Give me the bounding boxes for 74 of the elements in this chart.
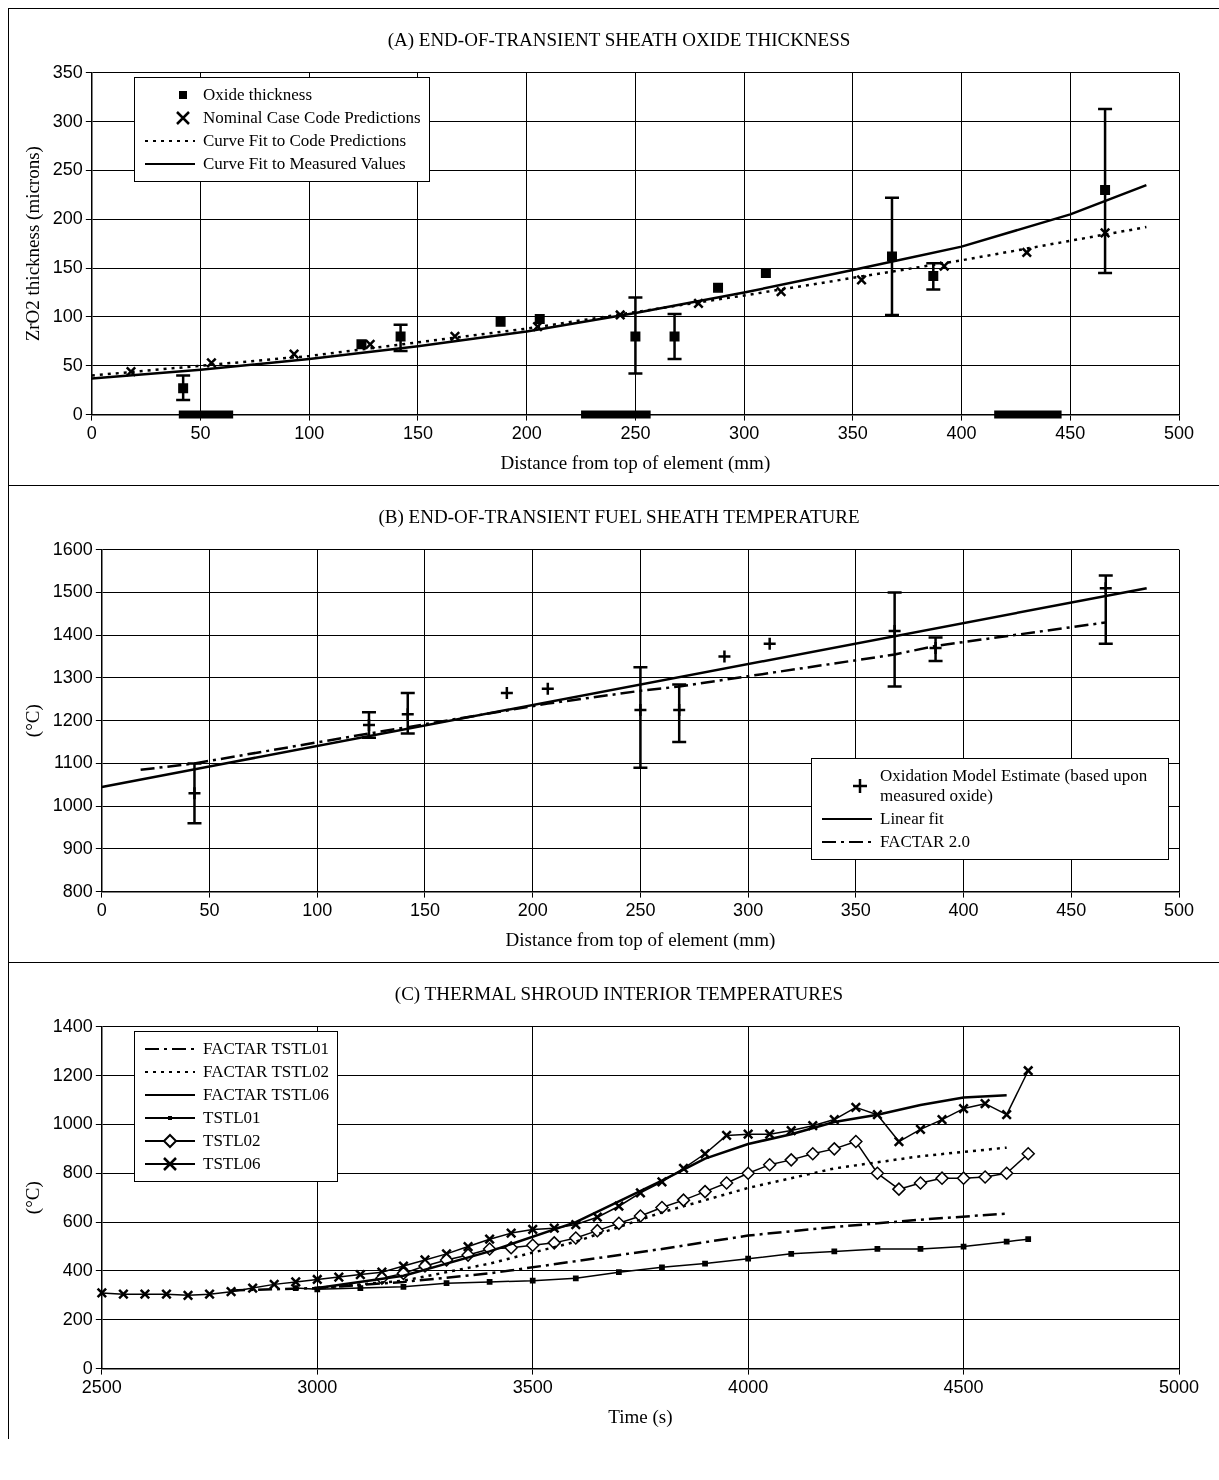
y-axis-title: ZrO2 thickness (microns) bbox=[22, 146, 45, 342]
x-tick-label: 400 bbox=[948, 900, 979, 921]
legend-label: FACTAR TSTL01 bbox=[203, 1039, 329, 1059]
y-tick-label: 1400 bbox=[52, 1015, 93, 1036]
y-tick-label: 1200 bbox=[52, 1064, 93, 1085]
y-tick-label: 300 bbox=[52, 110, 83, 131]
x-tick-label: 100 bbox=[294, 423, 325, 444]
x-tick-label: 5000 bbox=[1158, 1377, 1200, 1398]
y-tick-label: 0 bbox=[72, 403, 83, 424]
x-axis-title: Distance from top of element (mm) bbox=[505, 928, 776, 951]
y-tick-label: 800 bbox=[62, 880, 93, 901]
chart-title: (C) THERMAL SHROUD INTERIOR TEMPERATURES bbox=[393, 983, 845, 1005]
x-tick-label: 450 bbox=[1056, 900, 1087, 921]
x-tick-label: 100 bbox=[302, 900, 333, 921]
y-tick-label: 800 bbox=[62, 1162, 93, 1183]
y-tick-label: 50 bbox=[62, 354, 83, 375]
y-tick-label: 1600 bbox=[52, 538, 93, 559]
legend-label: TSTL06 bbox=[203, 1154, 261, 1174]
y-tick-label: 900 bbox=[62, 837, 93, 858]
x-tick-label: 400 bbox=[946, 423, 977, 444]
legend-label: Oxidation Model Estimate (based upon measured oxide) bbox=[880, 766, 1149, 806]
x-tick-label: 200 bbox=[517, 900, 548, 921]
y-tick-label: 1400 bbox=[52, 624, 93, 645]
legend-label: TSTL01 bbox=[203, 1108, 261, 1128]
y-tick-label: 250 bbox=[52, 159, 83, 180]
x-tick-label: 3500 bbox=[512, 1377, 553, 1398]
y-tick-label: 1000 bbox=[52, 795, 93, 816]
y-axis-title: (°C) bbox=[22, 1181, 45, 1215]
y-tick-label: 400 bbox=[62, 1259, 93, 1280]
x-tick-label: 150 bbox=[409, 900, 441, 921]
y-tick-label: 200 bbox=[62, 1308, 93, 1329]
x-tick-label: 0 bbox=[96, 900, 107, 921]
x-tick-label: 500 bbox=[1163, 900, 1195, 921]
y-tick-label: 0 bbox=[82, 1357, 93, 1378]
x-tick-label: 3000 bbox=[297, 1377, 338, 1398]
y-tick-label: 600 bbox=[62, 1211, 93, 1232]
x-tick-label: 4500 bbox=[943, 1377, 984, 1398]
x-tick-label: 4000 bbox=[728, 1377, 769, 1398]
x-axis-title: Time (s) bbox=[608, 1405, 673, 1428]
y-tick-label: 1200 bbox=[52, 709, 93, 730]
legend-label: Oxide thickness bbox=[203, 85, 313, 105]
x-tick-label: 350 bbox=[840, 900, 871, 921]
x-tick-label: 200 bbox=[511, 423, 542, 444]
x-tick-label: 300 bbox=[733, 900, 764, 921]
y-axis-title: (°C) bbox=[22, 704, 45, 738]
x-tick-label: 250 bbox=[620, 423, 651, 444]
x-tick-label: 500 bbox=[1163, 423, 1195, 444]
legend-label: Linear fit bbox=[880, 809, 944, 829]
y-tick-label: 150 bbox=[52, 257, 83, 278]
x-tick-label: 50 bbox=[199, 900, 220, 921]
legend-label: Nominal Case Code Predictions bbox=[203, 108, 421, 128]
legend-label: TSTL02 bbox=[203, 1131, 261, 1151]
y-tick-label: 100 bbox=[52, 305, 83, 326]
x-tick-label: 150 bbox=[402, 423, 434, 444]
x-tick-label: 350 bbox=[837, 423, 868, 444]
chart-title: (B) END-OF-TRANSIENT FUEL SHEATH TEMPERATURE bbox=[377, 506, 861, 528]
legend-label: Curve Fit to Measured Values bbox=[203, 154, 406, 174]
legend-label: FACTAR 2.0 bbox=[880, 832, 970, 852]
x-tick-label: 50 bbox=[190, 423, 211, 444]
y-tick-label: 200 bbox=[52, 208, 83, 229]
y-tick-label: 1300 bbox=[52, 666, 93, 687]
legend-label: FACTAR TSTL06 bbox=[203, 1085, 329, 1105]
y-tick-label: 1000 bbox=[52, 1113, 93, 1134]
y-tick-label: 1500 bbox=[52, 581, 93, 602]
chart-title: (A) END-OF-TRANSIENT SHEATH OXIDE THICKNESS bbox=[386, 29, 852, 51]
x-tick-label: 2500 bbox=[81, 1377, 122, 1398]
x-tick-label: 300 bbox=[729, 423, 760, 444]
y-tick-label: 350 bbox=[52, 61, 83, 82]
legend-label: FACTAR TSTL02 bbox=[203, 1062, 329, 1082]
y-tick-label: 1100 bbox=[54, 752, 93, 773]
x-axis-title: Distance from top of element (mm) bbox=[500, 451, 771, 474]
legend-label: Curve Fit to Code Predictions bbox=[203, 131, 407, 151]
x-tick-label: 250 bbox=[625, 900, 656, 921]
x-tick-label: 450 bbox=[1055, 423, 1086, 444]
